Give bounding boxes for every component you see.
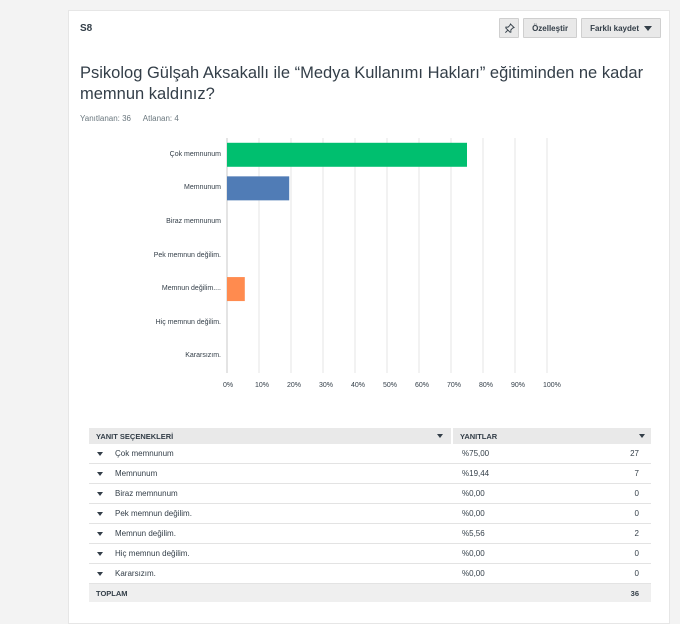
pin-button[interactable] bbox=[499, 18, 520, 38]
table-row: Memnun değilim. %5,56 2 bbox=[89, 524, 651, 544]
row-percent: %0,00 bbox=[462, 489, 485, 498]
table-row: Pek memnun değilim. %0,00 0 bbox=[89, 504, 651, 524]
category-label: Memnun değilim.... bbox=[161, 285, 221, 293]
chart-plot bbox=[226, 138, 548, 373]
table-row: Hiç memnun değilim. %0,00 0 bbox=[89, 544, 651, 564]
expand-caret-icon[interactable] bbox=[97, 531, 103, 536]
category-label: Çok memnunum bbox=[169, 150, 221, 158]
sort-caret-icon[interactable] bbox=[639, 434, 645, 438]
tick-label: 100% bbox=[543, 382, 561, 389]
tick-label: 10% bbox=[255, 382, 270, 389]
total-label: TOPLAM bbox=[96, 588, 128, 598]
row-label: Pek memnun değilim. bbox=[115, 509, 192, 518]
row-choice: Kararsızım. bbox=[89, 569, 453, 578]
expand-caret-icon[interactable] bbox=[97, 571, 103, 576]
expand-caret-icon[interactable] bbox=[97, 511, 103, 516]
header-choices-label: YANIT SEÇENEKLERİ bbox=[96, 431, 174, 441]
table-header: YANIT SEÇENEKLERİ YANITLAR bbox=[89, 428, 651, 444]
category-label: Kararsızım. bbox=[185, 352, 221, 360]
row-count: 0 bbox=[634, 509, 639, 518]
skipped-count: Atlanan: 4 bbox=[142, 114, 179, 123]
row-count: 27 bbox=[630, 449, 639, 458]
row-label: Kararsızım. bbox=[115, 569, 156, 578]
results-table: YANIT SEÇENEKLERİ YANITLAR Çok memnunum%… bbox=[89, 428, 651, 602]
tick-label: 40% bbox=[351, 382, 366, 389]
table-body: Çok memnunum %75,00 27 Memnunum %19,44 7 Biraz… bbox=[89, 444, 651, 584]
row-percent: %5,56 bbox=[462, 529, 485, 538]
row-percent: %19,44 bbox=[462, 469, 490, 478]
tick-label: 70% bbox=[447, 382, 462, 389]
save-as-button[interactable]: Farklı kaydet bbox=[581, 18, 661, 38]
tick-label: 60% bbox=[415, 382, 430, 389]
row-count: 0 bbox=[634, 549, 639, 558]
row-count: 0 bbox=[634, 489, 639, 498]
save-as-label: Farklı kaydet bbox=[590, 23, 639, 33]
customize-button[interactable]: Özelleştir bbox=[523, 18, 578, 38]
question-title: Psikolog Gülşah Aksakallı ile “Medya Kul… bbox=[80, 64, 644, 103]
tick-label: 0% bbox=[223, 382, 234, 389]
row-choice: Memnun değilim. bbox=[89, 529, 453, 538]
tick-label: 80% bbox=[479, 382, 494, 389]
row-choice: Memnunum bbox=[89, 469, 453, 478]
table-row: Memnunum %19,44 7 bbox=[89, 464, 651, 484]
row-percent: %0,00 bbox=[462, 549, 485, 558]
question-card: S8 Özelleştir Farklı kaydet Psikolog Gül… bbox=[68, 10, 670, 624]
question-toolbar: Özelleştir Farklı kaydet bbox=[499, 18, 661, 38]
chevron-down-icon bbox=[644, 25, 652, 31]
total-count: 36 bbox=[630, 588, 639, 598]
answered-count: Yanıtlanan: 36 bbox=[80, 114, 132, 123]
expand-caret-icon[interactable] bbox=[97, 451, 103, 456]
table-row: Kararsızım. %0,00 0 bbox=[89, 564, 651, 584]
pin-icon bbox=[504, 22, 515, 33]
sort-caret-icon[interactable] bbox=[437, 434, 443, 438]
row-label: Memnun değilim. bbox=[115, 529, 176, 538]
tick-label: 50% bbox=[383, 382, 398, 389]
expand-caret-icon[interactable] bbox=[97, 471, 103, 476]
header-choices[interactable]: YANIT SEÇENEKLERİ bbox=[89, 428, 453, 444]
row-label: Biraz memnunum bbox=[115, 489, 178, 498]
tick-label: 20% bbox=[287, 382, 302, 389]
bar[interactable] bbox=[227, 277, 245, 302]
tick-label: 90% bbox=[511, 382, 526, 389]
row-choice: Pek memnun değilim. bbox=[89, 509, 453, 518]
row-count: 2 bbox=[634, 529, 639, 538]
row-count: 0 bbox=[634, 569, 639, 578]
category-label: Pek memnun değilim. bbox=[153, 251, 221, 259]
row-label: Hiç memnun değilim. bbox=[115, 549, 190, 558]
row-label: Memnunum bbox=[115, 469, 158, 478]
category-label: Hiç memnun değilim. bbox=[155, 318, 221, 326]
response-stats: Yanıtlanan: 36 Atlanan: 4 bbox=[80, 114, 189, 123]
table-row: Çok memnunum %75,00 27 bbox=[89, 444, 651, 464]
total-row: TOPLAM 36 bbox=[89, 584, 651, 602]
table-row: Biraz memnunum %0,00 0 bbox=[89, 484, 651, 504]
header-responses[interactable]: YANITLAR bbox=[453, 428, 651, 444]
bar[interactable] bbox=[227, 176, 290, 201]
row-percent: %0,00 bbox=[462, 569, 485, 578]
category-label: Memnunum bbox=[184, 184, 221, 192]
row-label: Çok memnunum bbox=[115, 449, 174, 458]
customize-label: Özelleştir bbox=[532, 23, 569, 33]
row-percent: %75,00 bbox=[462, 449, 490, 458]
row-percent: %0,00 bbox=[462, 509, 485, 518]
expand-caret-icon[interactable] bbox=[97, 551, 103, 556]
question-number: S8 bbox=[80, 23, 93, 34]
row-count: 7 bbox=[634, 469, 639, 478]
row-choice: Çok memnunum bbox=[89, 449, 453, 458]
category-label: Biraz memnunum bbox=[166, 217, 221, 225]
bar[interactable] bbox=[227, 142, 467, 167]
row-choice: Hiç memnun değilim. bbox=[89, 549, 453, 558]
row-choice: Biraz memnunum bbox=[89, 489, 453, 498]
header-responses-label: YANITLAR bbox=[460, 431, 498, 441]
tick-label: 30% bbox=[319, 382, 334, 389]
expand-caret-icon[interactable] bbox=[97, 491, 103, 496]
